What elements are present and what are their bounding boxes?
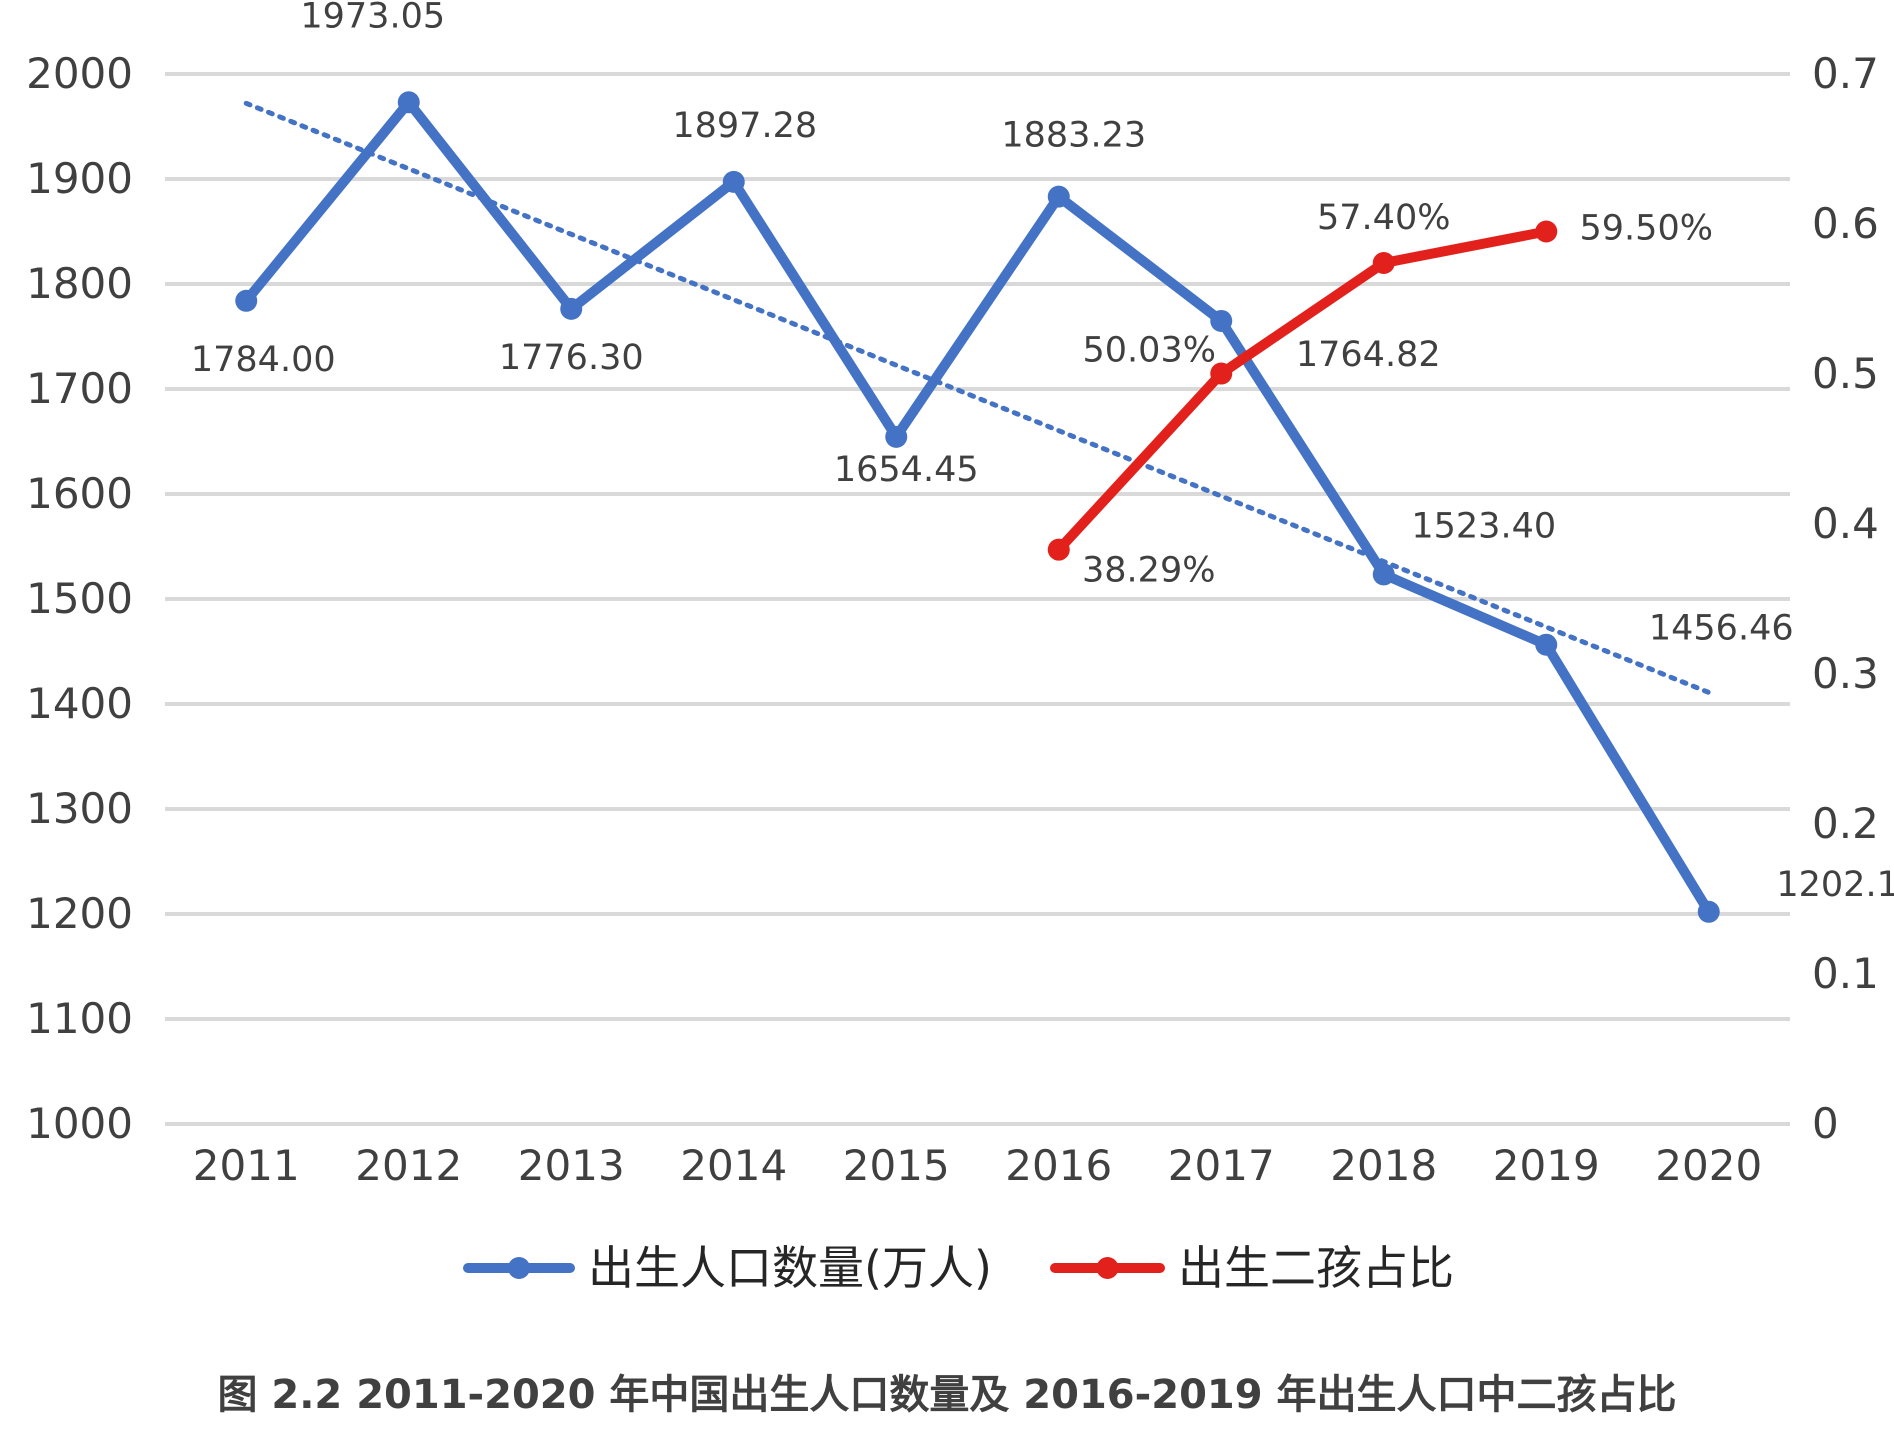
y-left-tick-label: 1800 [26, 259, 133, 308]
series-layer [235, 91, 1720, 923]
series-1-point [1047, 185, 1070, 208]
x-tick-label: 2016 [1005, 1141, 1112, 1190]
data-label: 59.50% [1580, 209, 1713, 249]
data-label: 1654.45 [834, 450, 979, 490]
legend-label: 出生二孩占比 [1178, 1241, 1454, 1295]
y-right-tick-label: 0.5 [1812, 349, 1879, 398]
data-label: 1523.40 [1411, 506, 1556, 546]
trendline [243, 100, 1712, 695]
x-tick-label: 2013 [518, 1141, 625, 1190]
x-tick-label: 2011 [193, 1141, 300, 1190]
x-tick-label: 2012 [355, 1141, 462, 1190]
data-label: 1764.82 [1296, 335, 1441, 375]
x-tick-label: 2015 [843, 1141, 950, 1190]
y-left-tick-label: 1200 [26, 889, 133, 938]
figure-caption: 图 2.2 2011-2020 年中国出生人口数量及 2016-2019 年出生… [217, 1372, 1677, 1418]
legend-swatch-marker [508, 1257, 530, 1279]
series-line-2 [1053, 226, 1552, 555]
x-axis: 2011 2012 2013 2014 2015 2016 2017 2018 2019 2020 [193, 1141, 1762, 1190]
series-1-point [397, 91, 420, 114]
y-right-tick-label: 0.6 [1812, 199, 1879, 248]
series-1-point [1535, 633, 1558, 656]
data-label: 38.29% [1082, 551, 1215, 591]
right-axis: 0 0.1 0.2 0.3 0.4 0.5 0.6 0.7 [1812, 49, 1879, 1148]
data-label: 1202.11 [1776, 865, 1894, 905]
x-tick-label: 2019 [1493, 1141, 1600, 1190]
y-right-tick-label: 0.2 [1812, 799, 1879, 848]
x-tick-label: 2018 [1330, 1141, 1437, 1190]
series-1-point [1372, 563, 1395, 586]
series-1-point [560, 297, 583, 320]
series-1-point [722, 170, 745, 193]
series-2-point [1372, 252, 1395, 274]
series-1-point [885, 425, 908, 448]
x-tick-label: 2017 [1168, 1141, 1275, 1190]
data-label: 1883.23 [1001, 116, 1146, 156]
data-labels: 1784.00 1973.05 1776.30 1897.28 1654.45 1883.… [191, 0, 1894, 905]
y-left-tick-label: 1600 [26, 469, 133, 518]
y-right-tick-label: 0.3 [1812, 649, 1879, 698]
series-1-point [235, 289, 258, 312]
data-label: 1897.28 [672, 106, 817, 146]
y-left-tick-label: 1700 [26, 364, 133, 413]
y-left-tick-label: 1100 [26, 994, 133, 1043]
legend-swatch-marker [1096, 1257, 1119, 1279]
data-label: 1784.00 [191, 340, 336, 380]
series-2-point [1047, 538, 1070, 561]
series-1-point [1697, 900, 1720, 923]
y-right-tick-label: 0.1 [1812, 949, 1879, 998]
data-label: 1973.05 [300, 0, 445, 36]
x-tick-label: 2020 [1655, 1141, 1762, 1190]
data-label: 57.40% [1317, 198, 1450, 238]
y-right-tick-label: 0.4 [1812, 499, 1879, 548]
x-tick-label: 2014 [680, 1141, 787, 1190]
left-axis: 1000 1100 1200 1300 1400 1500 1600 1700 1800 1900… [26, 49, 133, 1148]
series-2-point [1535, 220, 1558, 243]
data-label: 1456.46 [1649, 609, 1794, 649]
data-label: 50.03% [1083, 331, 1216, 371]
series-line-1 [241, 97, 1714, 917]
y-right-tick-label: 0.7 [1812, 49, 1879, 98]
gridlines [165, 72, 1790, 1126]
legend-label: 出生人口数量(万人) [588, 1241, 992, 1295]
series-2-point [1210, 362, 1233, 385]
legend: 出生人口数量(万人) 出生二孩占比 [463, 1241, 1454, 1295]
data-label: 1776.30 [499, 338, 644, 378]
y-left-tick-label: 2000 [26, 49, 133, 98]
series-1-point [1210, 309, 1233, 332]
y-right-tick-label: 0 [1812, 1099, 1839, 1148]
y-left-tick-label: 1300 [26, 784, 133, 833]
y-left-tick-label: 1900 [26, 154, 133, 203]
y-left-tick-label: 1500 [26, 574, 133, 623]
y-left-tick-label: 1000 [26, 1099, 133, 1148]
trendline-layer [243, 100, 1712, 695]
y-left-tick-label: 1400 [26, 679, 133, 728]
